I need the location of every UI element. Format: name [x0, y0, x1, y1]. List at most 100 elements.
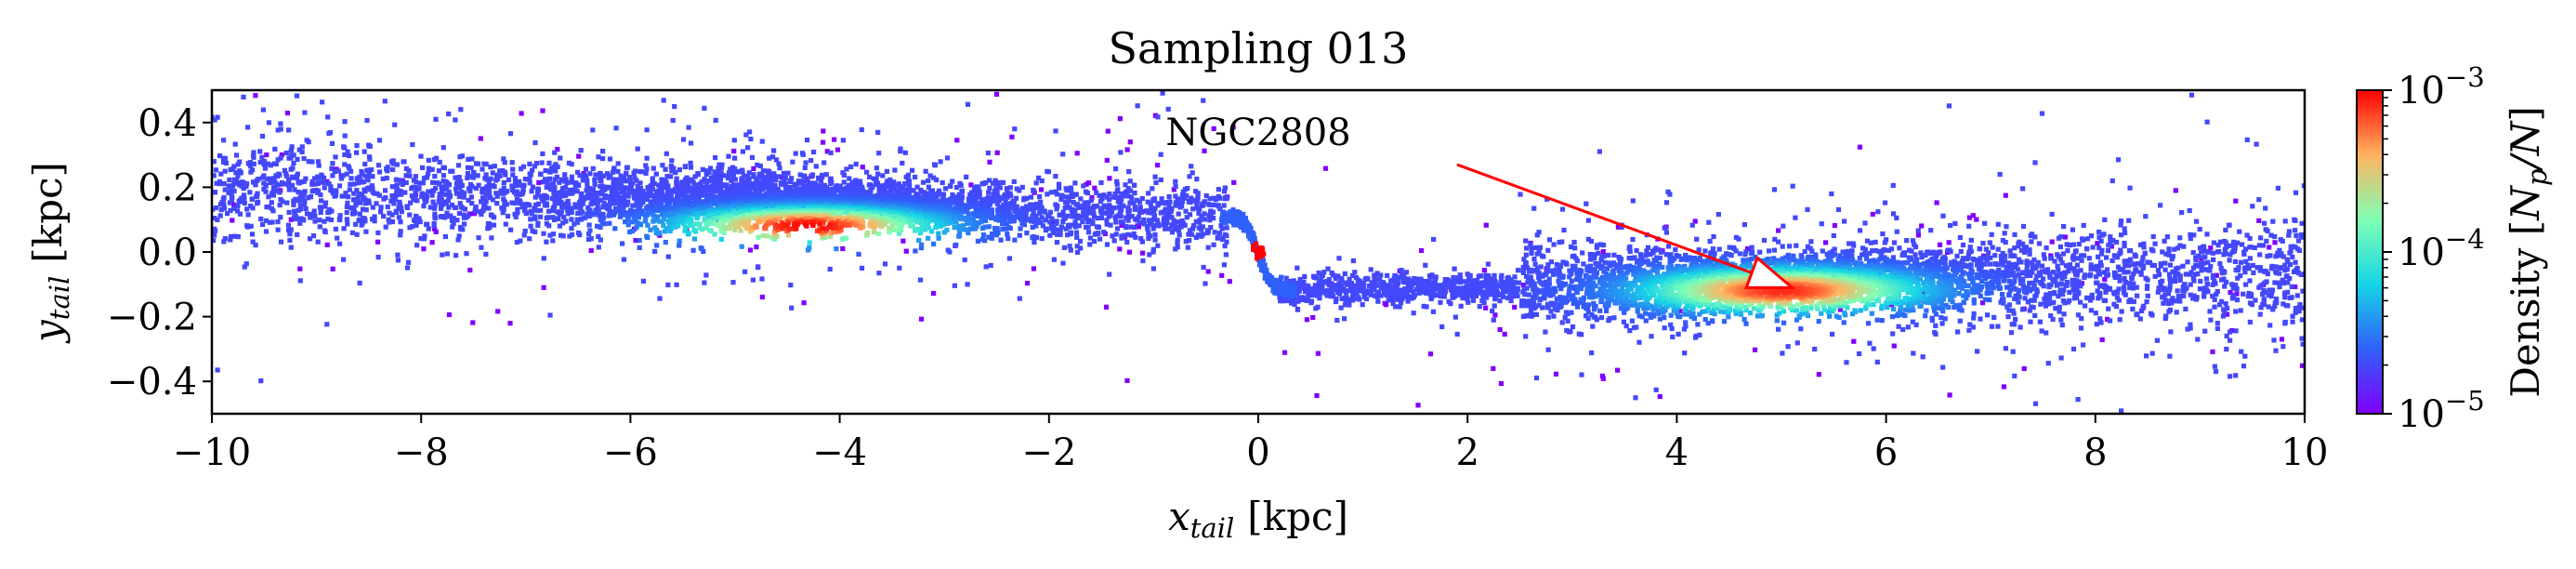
density-point: [559, 189, 564, 194]
density-point: [1554, 267, 1559, 272]
density-point: [2117, 317, 2123, 323]
density-point: [334, 189, 339, 194]
density-point: [718, 165, 724, 171]
density-point: [362, 161, 368, 167]
density-point: [455, 181, 461, 187]
density-point: [2295, 238, 2302, 244]
density-point: [1061, 245, 1067, 250]
density-point: [1462, 279, 1467, 284]
density-point: [2032, 160, 2038, 165]
density-point: [1155, 203, 1161, 208]
density-point: [574, 217, 580, 222]
density-point: [1316, 285, 1321, 292]
density-point: [2154, 337, 2160, 343]
density-point: [2222, 284, 2228, 289]
density-point: [1662, 325, 1667, 331]
density-point: [1982, 220, 1988, 226]
density-point: [1805, 244, 1810, 249]
density-point: [2212, 297, 2217, 302]
density-point: [1974, 217, 1979, 222]
density-point: [1433, 276, 1439, 283]
density-point: [395, 252, 401, 258]
density-point: [2229, 249, 2235, 255]
density-point: [1147, 252, 1152, 258]
density-point: [1031, 210, 1036, 216]
density-point: [2291, 269, 2297, 274]
density-point: [1983, 246, 1989, 252]
density-point: [1975, 349, 1980, 354]
density-point: [1086, 230, 1092, 235]
density-point: [537, 214, 544, 219]
density-point: [326, 181, 332, 187]
density-point: [2024, 261, 2031, 267]
density-point: [453, 253, 459, 258]
density-point: [1989, 232, 1994, 237]
density-point: [214, 180, 219, 186]
density-point: [2003, 192, 2008, 198]
density-point: [1351, 296, 1357, 301]
density-point: [1334, 317, 1340, 324]
density-point: [325, 216, 331, 222]
density-point: [2098, 320, 2104, 325]
density-point: [235, 173, 241, 179]
density-point: [2131, 285, 2136, 291]
density-point: [1633, 395, 1638, 401]
density-point: [2247, 235, 2253, 241]
density-point: [217, 213, 223, 218]
density-point: [1707, 238, 1713, 245]
density-point: [253, 182, 258, 188]
density-point: [493, 191, 499, 196]
density-point: [1058, 227, 1063, 232]
density-point: [690, 185, 696, 191]
density-point: [483, 172, 489, 178]
density-point: [1011, 179, 1017, 184]
density-point: [572, 202, 578, 207]
density-point: [398, 229, 403, 234]
density-point: [1117, 208, 1123, 215]
density-point: [1324, 293, 1330, 298]
density-point: [332, 193, 337, 199]
density-point: [2174, 310, 2179, 315]
density-point: [2033, 265, 2039, 271]
density-point: [1997, 172, 2003, 178]
density-point: [1594, 245, 1599, 250]
density-point: [1361, 293, 1367, 298]
density-point: [2076, 282, 2082, 287]
density-point: [778, 181, 784, 187]
density-point: [994, 201, 1000, 206]
density-point: [263, 183, 269, 189]
density-point: [303, 176, 309, 181]
density-point: [598, 197, 604, 203]
density-point: [644, 166, 650, 172]
density-point: [1166, 204, 1172, 209]
density-point: [779, 190, 784, 195]
density-point: [1971, 315, 1977, 321]
density-point: [1412, 292, 1417, 298]
density-point: [2021, 365, 2027, 372]
density-point: [322, 185, 327, 191]
density-point: [2066, 269, 2071, 274]
density-point: [1644, 248, 1649, 254]
density-point: [592, 181, 598, 187]
density-point: [547, 169, 553, 175]
density-point: [250, 239, 256, 245]
density-point: [1337, 291, 1343, 297]
density-point: [1044, 226, 1049, 232]
density-point: [1884, 237, 1889, 243]
density-point: [457, 154, 463, 160]
density-point: [1515, 287, 1520, 293]
density-point: [1005, 194, 1010, 200]
density-point: [513, 214, 519, 219]
density-point: [1058, 196, 1064, 202]
density-point: [1497, 298, 1503, 304]
density-point: [2093, 274, 2099, 280]
density-point: [1391, 278, 1397, 284]
density-point: [1054, 240, 1060, 245]
density-point: [563, 185, 569, 191]
density-point: [1992, 253, 1998, 258]
density-point: [383, 224, 388, 230]
density-point: [2103, 289, 2109, 295]
density-point: [1169, 230, 1176, 235]
density-point: [1369, 289, 1374, 295]
density-point: [2170, 269, 2175, 274]
